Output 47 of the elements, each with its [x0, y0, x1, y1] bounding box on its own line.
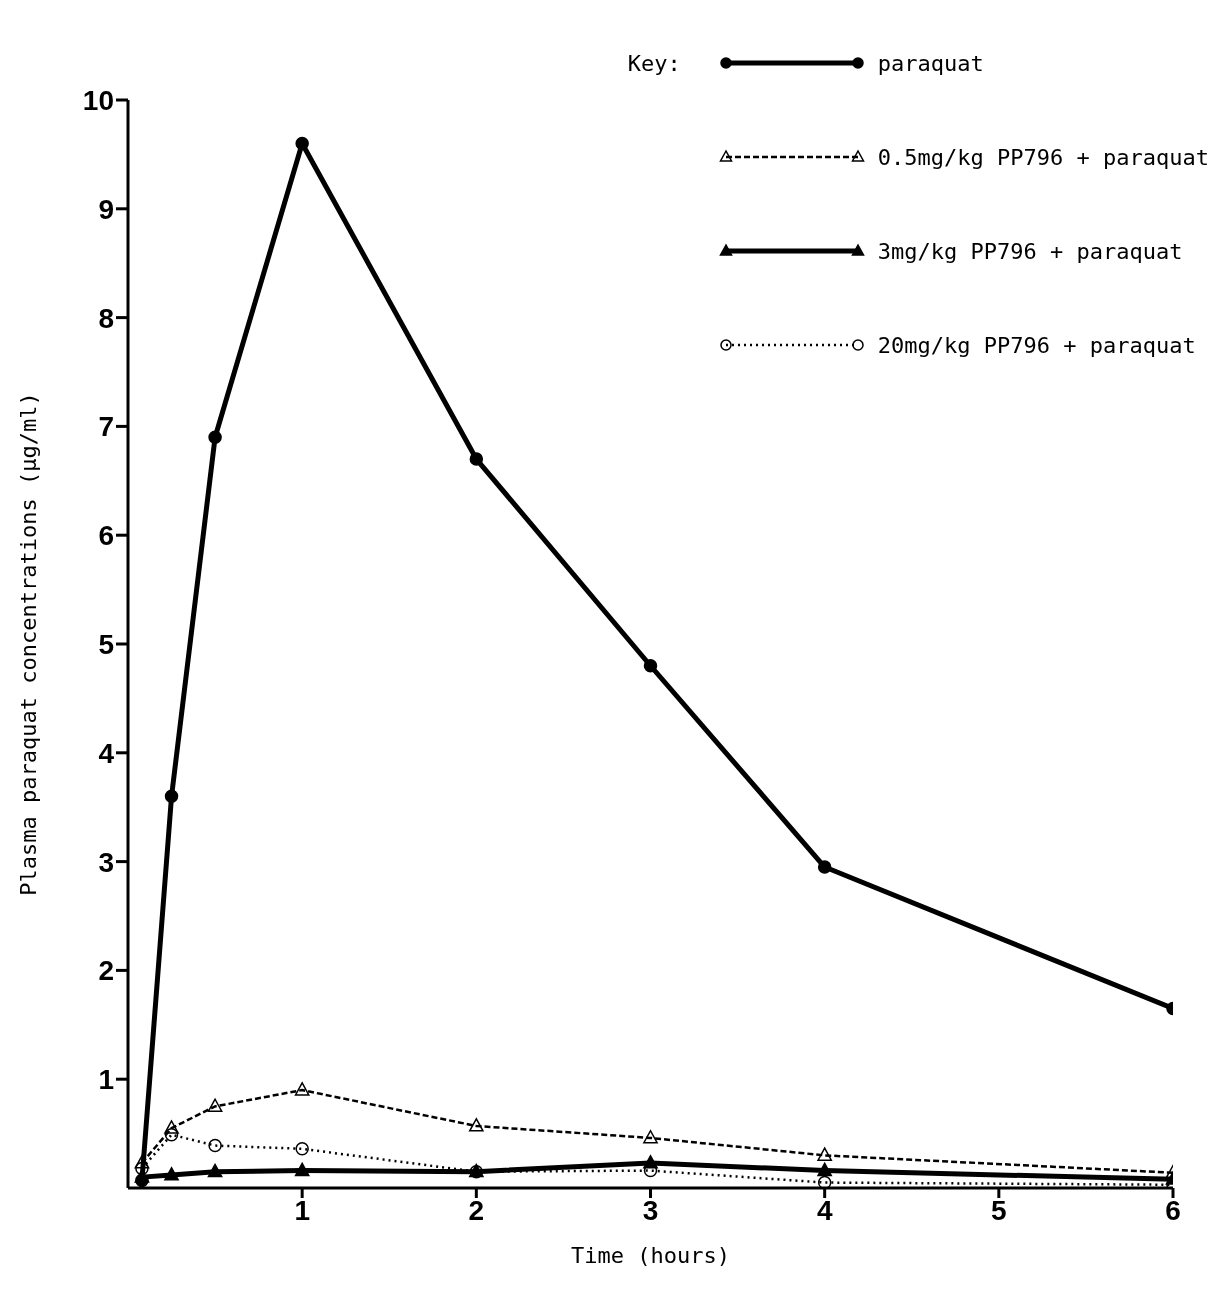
point	[469, 452, 484, 466]
point	[134, 1155, 150, 1169]
point	[817, 860, 832, 874]
y-tick-label: 2	[98, 955, 114, 987]
point	[208, 1138, 222, 1153]
x-tick-label: 3	[642, 1194, 659, 1226]
point	[817, 1147, 833, 1161]
legend-label: 20mg/kg PP796 + paraquat	[877, 332, 1196, 358]
point	[135, 1161, 149, 1176]
legend-title: Key:	[627, 50, 682, 76]
y-tick-label: 6	[98, 520, 114, 552]
y-tick-label: 9	[98, 193, 114, 225]
x-tick-label: 5	[991, 1194, 1007, 1226]
point	[817, 1175, 832, 1188]
legend-label: 0.5mg/kg PP796 + paraquat	[877, 144, 1209, 170]
x-tick-label: 2	[468, 1194, 485, 1226]
point	[164, 1166, 179, 1181]
point	[294, 1082, 310, 1096]
point	[208, 430, 222, 445]
x-tick-label: 4	[816, 1194, 833, 1226]
point	[294, 1162, 310, 1177]
x-tick-label: 6	[1165, 1194, 1181, 1226]
legend-label: 3mg/kg PP796 + paraquat	[877, 238, 1183, 264]
y-tick-label: 8	[98, 302, 114, 334]
point	[643, 1155, 658, 1169]
point	[207, 1163, 223, 1178]
y-tick-label: 7	[98, 411, 114, 443]
point	[643, 659, 658, 673]
x-axis-title: Time (hours)	[571, 1243, 730, 1268]
point	[164, 789, 179, 804]
point	[468, 1118, 484, 1132]
point	[135, 1173, 149, 1188]
point	[164, 1127, 179, 1142]
y-tick-label: 4	[98, 737, 115, 769]
y-tick-label: 3	[98, 846, 114, 878]
y-tick-label: 10	[82, 84, 114, 116]
legend-label: paraquat	[877, 50, 984, 76]
point	[295, 136, 309, 151]
point	[207, 1098, 223, 1112]
point	[817, 1162, 833, 1177]
point	[295, 1142, 309, 1156]
y-axis-title: Plasma paraquat concentrations (μg/ml)	[15, 392, 41, 896]
point	[643, 1130, 658, 1144]
y-tick-label: 1	[98, 1064, 114, 1096]
point	[164, 1120, 179, 1134]
y-tick-label: 5	[98, 628, 114, 660]
x-tick-label: 1	[294, 1194, 310, 1226]
